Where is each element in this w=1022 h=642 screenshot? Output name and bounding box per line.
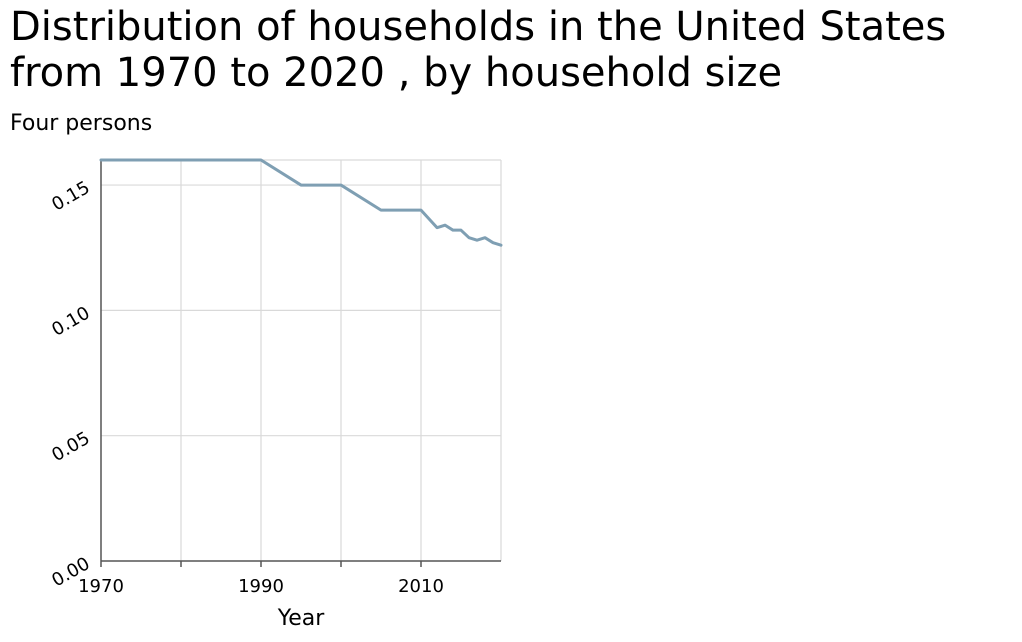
y-axis-label: Four persons — [10, 111, 153, 136]
chart-title: Distribution of households in the United… — [10, 4, 947, 96]
x-tick-label: 2010 — [398, 576, 444, 597]
x-axis-label: Year — [277, 606, 326, 631]
grid — [101, 159, 502, 561]
y-tick-label: 0.10 — [48, 303, 93, 341]
x-tick-label: 1970 — [78, 576, 124, 597]
axes — [100, 160, 501, 567]
x-tick-label: 1990 — [238, 576, 284, 597]
series-line-0 — [99, 158, 503, 247]
series — [99, 158, 503, 247]
y-tick-label: 0.05 — [48, 428, 93, 466]
y-tick-label: 0.15 — [48, 177, 93, 215]
